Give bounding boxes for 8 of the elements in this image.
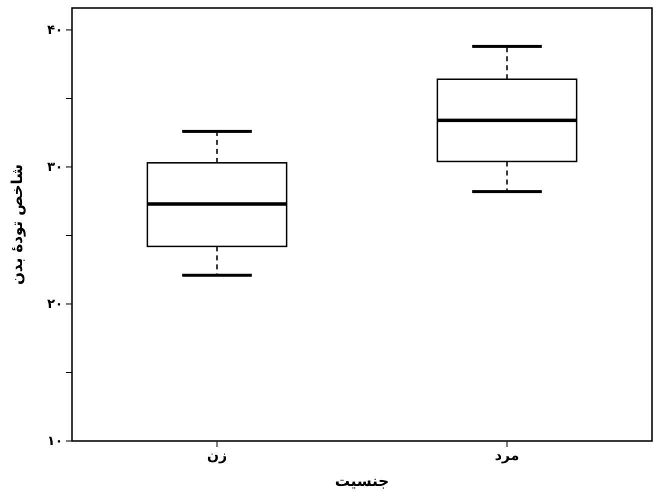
y-tick-label: ۳۰ xyxy=(47,160,63,176)
x-tick-label: زن xyxy=(206,448,228,464)
y-tick-label: ۱۰ xyxy=(47,434,63,450)
y-axis-title: شاخص تودهٔ بدن xyxy=(8,164,26,285)
y-tick-label: ۲۰ xyxy=(47,297,63,312)
x-tick-label: مرد xyxy=(494,448,520,464)
y-tick-label: ۴۰ xyxy=(47,23,63,38)
x-axis-title: جنسیت xyxy=(334,472,390,490)
